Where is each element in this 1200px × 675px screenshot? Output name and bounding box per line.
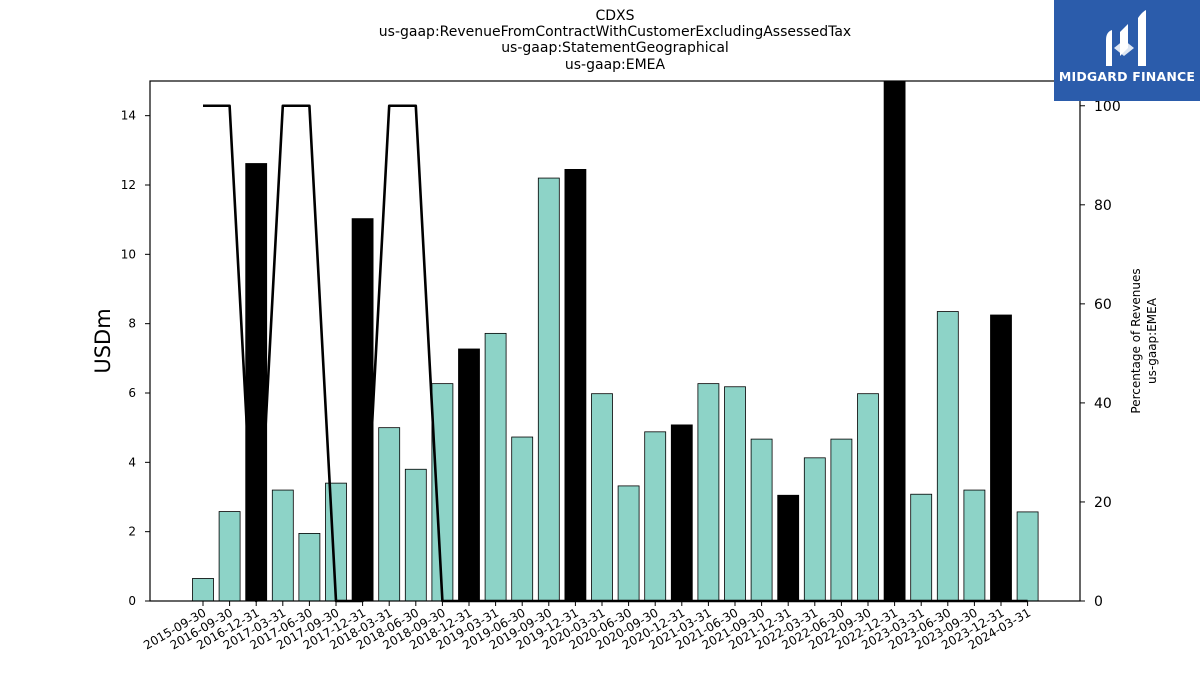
- bar-2023-06-30: [936, 311, 959, 602]
- bar-2018-03-31: [378, 427, 401, 602]
- bar-2018-12-31: [458, 348, 480, 602]
- bar-2019-09-30: [537, 177, 560, 602]
- y-tick-label: 10: [121, 247, 136, 261]
- bar-2015-09-30: [192, 578, 214, 602]
- bar-2020-03-31: [591, 393, 613, 602]
- y2-tick-label: 80: [1094, 198, 1112, 214]
- left-y-axis: 0 2 4 6 8 10 12 14: [121, 109, 150, 608]
- bar-2019-12-31: [564, 168, 587, 602]
- y2-axis-label-line-1: Percentage of Revenues: [1129, 268, 1143, 413]
- bar-2020-09-30: [644, 431, 667, 602]
- y-tick-label: 0: [128, 594, 136, 608]
- bar-2024-03-31: [1016, 511, 1039, 602]
- y-axis-label: USDm: [91, 308, 115, 373]
- chart-title-line-3: us-gaap:StatementGeographical: [501, 40, 729, 56]
- y-tick-label: 8: [128, 317, 136, 331]
- chart-title-line-4: us-gaap:EMEA: [564, 57, 666, 73]
- bar-2022-03-31: [803, 457, 826, 602]
- y2-tick-label: 20: [1094, 495, 1112, 511]
- x-axis: 2015-09-302016-09-302016-12-312017-03-31…: [141, 601, 1033, 652]
- bar-2021-06-30: [724, 386, 746, 602]
- y2-tick-label: 60: [1094, 297, 1112, 313]
- y-tick-label: 12: [121, 178, 136, 192]
- bars-group: [192, 80, 1039, 602]
- midgard-finance-logo: MIDGARD FINANCE: [1054, 0, 1200, 101]
- midgard-logo-icon: [1106, 10, 1146, 66]
- bar-2016-12-31: [245, 163, 268, 602]
- bar-2018-06-30: [404, 468, 427, 602]
- bar-2017-12-31: [351, 218, 374, 602]
- bar-2020-06-30: [617, 485, 640, 602]
- bar-2023-12-31: [990, 314, 1012, 602]
- y-tick-label: 6: [128, 386, 136, 400]
- bar-2017-06-30: [298, 533, 321, 602]
- right-y-axis: 0 20 40 60 80 100: [1080, 99, 1121, 610]
- y2-tick-label: 40: [1094, 396, 1112, 412]
- bar-2021-12-31: [777, 494, 800, 602]
- bar-2016-09-30: [218, 511, 241, 602]
- y-tick-label: 2: [128, 525, 136, 539]
- logo-text: MIDGARD FINANCE: [1058, 69, 1196, 84]
- chart-title-line-2: us-gaap:RevenueFromContractWithCustomerE…: [378, 24, 852, 40]
- bar-2017-03-31: [271, 489, 294, 602]
- bar-2018-09-30: [431, 383, 454, 602]
- y2-axis-label-line-2: us-gaap:EMEA: [1145, 297, 1159, 384]
- bar-2022-12-31: [883, 80, 906, 602]
- bar-2022-09-30: [857, 393, 879, 602]
- bar-2020-12-31: [670, 424, 693, 602]
- bar-2023-09-30: [963, 489, 986, 602]
- bar-2019-03-31: [484, 332, 507, 602]
- plot-frame: [149, 80, 1081, 602]
- bar-2019-06-30: [511, 436, 534, 602]
- y-tick-label: 4: [128, 455, 136, 469]
- y2-tick-label: 0: [1094, 594, 1103, 610]
- bar-2021-09-30: [750, 438, 773, 602]
- y2-tick-label: 100: [1094, 99, 1121, 115]
- bar-2022-06-30: [830, 438, 853, 602]
- bar-2023-03-31: [910, 493, 933, 602]
- chart-title-line-1: CDXS: [595, 8, 635, 24]
- bar-2021-03-31: [697, 383, 720, 602]
- y-tick-label: 14: [121, 109, 136, 123]
